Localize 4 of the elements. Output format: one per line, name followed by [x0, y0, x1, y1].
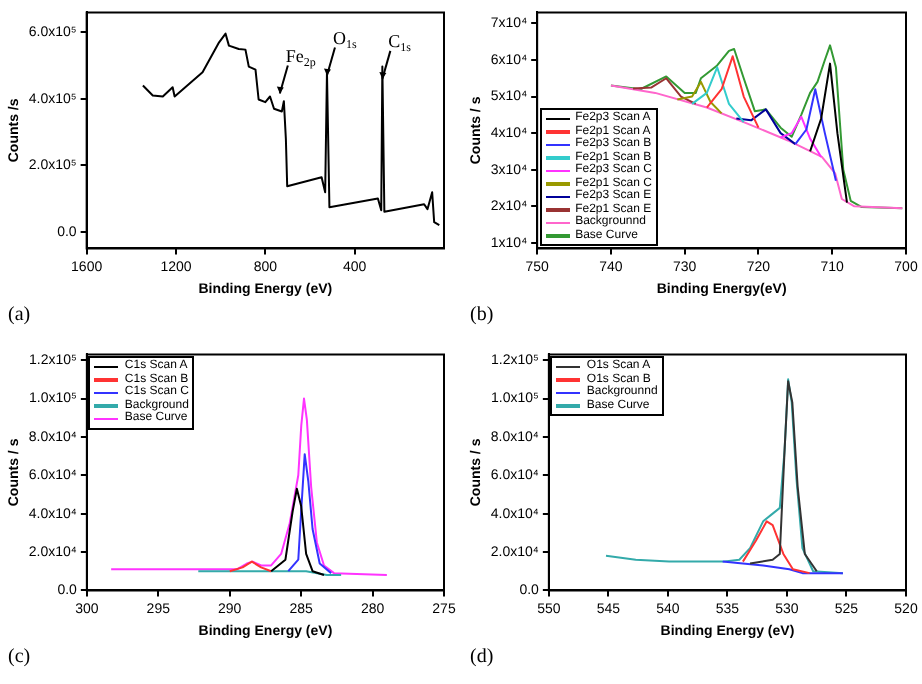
text: (c)	[8, 646, 31, 668]
text: (b)	[470, 304, 494, 326]
text: (a)	[8, 304, 31, 326]
text: (d)	[470, 646, 494, 668]
